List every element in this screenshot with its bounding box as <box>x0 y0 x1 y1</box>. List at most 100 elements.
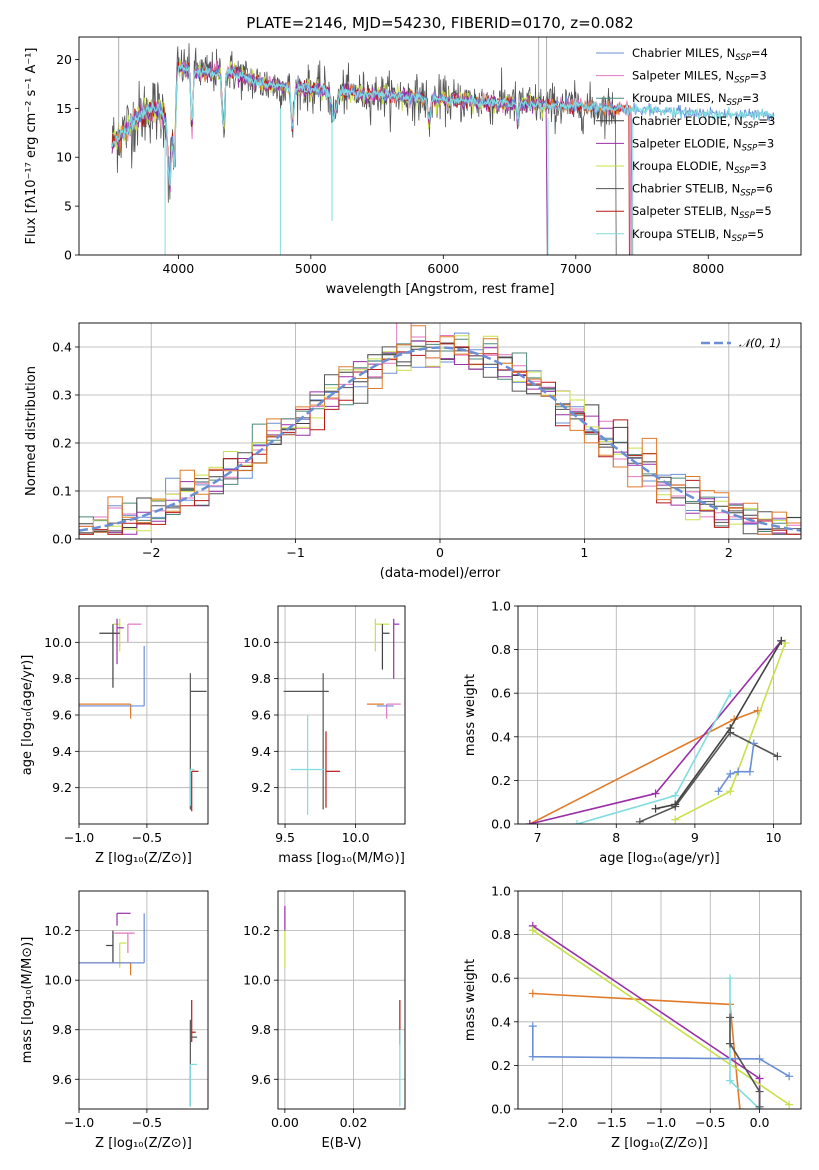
y-tick-label: 9.4 <box>251 744 271 759</box>
legend-label: Kroupa ELODIE, NSSP=3 <box>632 159 767 176</box>
weight-marker <box>726 974 735 983</box>
legend-label: 𝒩(0, 1) <box>739 336 781 350</box>
weight-series <box>717 743 755 792</box>
x-tick-label: 2 <box>725 545 733 560</box>
spectrum-line <box>111 61 630 255</box>
y-tick-label: 0.0 <box>491 817 511 832</box>
y-tick-label: 0.4 <box>491 1014 511 1029</box>
weight-marker <box>777 636 786 645</box>
y-tick-label: 0.1 <box>52 484 72 499</box>
y-tick-label: 0.2 <box>52 436 72 451</box>
axes-frame <box>78 890 209 1110</box>
y-tick-label: 1.0 <box>491 884 511 899</box>
y-axis-label: Flux [fλ10⁻¹⁷ erg cm⁻² s⁻¹ A⁻¹] <box>24 48 39 245</box>
figure-title: PLATE=2146, MJD=54230, FIBERID=0170, z=0… <box>246 14 633 32</box>
weight-marker <box>755 1102 764 1109</box>
chart-8: −2.0 −1.5 −1.0 −0.5 0.0 0.0 0.2 0.4 0.6 0.8 1.0 Z [… <box>463 884 802 1151</box>
y-tick-label: 9.6 <box>251 1072 271 1087</box>
weight-marker <box>745 767 754 776</box>
weight-marker <box>785 1072 794 1081</box>
legend-label: Salpeter ELODIE, NSSP=3 <box>632 136 774 153</box>
x-tick-label: 9.5 <box>275 830 295 845</box>
weight-marker <box>749 739 758 748</box>
y-tick-label: 1.0 <box>491 599 511 614</box>
x-tick-label: 10 <box>766 830 782 845</box>
x-tick-label: −0.5 <box>695 1115 725 1130</box>
legend-label: Chabrier ELODIE, NSSP=3 <box>632 114 775 131</box>
y-tick-label: 0.8 <box>491 642 511 657</box>
y-axis-label: mass [log₁₀(M/M⊙)] <box>20 937 35 1064</box>
x-tick-label: −1.0 <box>64 830 94 845</box>
y-tick-label: 0.8 <box>491 927 511 942</box>
chart-6: −1.0 −0.5 9.6 9.8 10.0 10.2 Z [log₁₀(Z/Z⊙)] mas… <box>20 890 209 1151</box>
weight-marker <box>572 820 581 824</box>
y-tick-label: 9.8 <box>52 1022 72 1037</box>
axes-frame <box>78 322 802 540</box>
y-tick-label: 9.8 <box>251 1022 271 1037</box>
y-tick-label: 10 <box>56 150 72 165</box>
legend-label: Salpeter MILES, NSSP=3 <box>632 69 767 86</box>
axes-frame <box>78 605 209 825</box>
y-tick-label: 0 <box>64 248 72 263</box>
weight-marker <box>734 767 743 776</box>
chart-1: 4000 5000 6000 7000 8000 0 5 10 15 20 wavelength [… <box>24 36 802 297</box>
y-tick-label: 0.2 <box>491 773 511 788</box>
y-tick-label: 0.6 <box>491 686 511 701</box>
x-tick-label: 7 <box>534 830 542 845</box>
weight-marker <box>525 820 534 824</box>
x-axis-label: (data-model)/error <box>380 566 501 581</box>
y-tick-label: 10.0 <box>243 973 271 988</box>
y-tick-label: 9.4 <box>52 744 72 759</box>
x-tick-label: −0.5 <box>132 1115 162 1130</box>
weight-marker <box>528 1022 537 1031</box>
x-tick-label: 1 <box>580 545 588 560</box>
y-tick-label: 9.8 <box>52 671 72 686</box>
plot-area <box>283 618 401 815</box>
legend-label: Chabrier STELIB, NSSP=6 <box>632 182 773 199</box>
weight-series <box>532 992 741 1109</box>
y-tick-label: 9.6 <box>52 1072 72 1087</box>
y-tick-label: 9.6 <box>52 708 72 723</box>
x-tick-label: 8 <box>612 830 620 845</box>
y-tick-label: 0.4 <box>491 729 511 744</box>
weight-marker <box>528 989 537 998</box>
gaussian-curve <box>79 346 801 532</box>
x-axis-label: Z [log₁₀(Z/Z⊙)] <box>611 1136 708 1151</box>
y-tick-label: 0.6 <box>491 971 511 986</box>
x-tick-label: −1.0 <box>64 1115 94 1130</box>
spectrum-line <box>111 63 775 187</box>
weight-marker <box>781 639 790 648</box>
weight-marker <box>755 1074 764 1083</box>
weight-marker <box>726 1013 735 1022</box>
y-tick-label: 0.0 <box>491 1102 511 1117</box>
weight-marker <box>735 1105 744 1109</box>
x-tick-label: 0.00 <box>271 1115 299 1130</box>
x-axis-label: wavelength [Angstrom, rest frame] <box>326 282 555 297</box>
plot-area <box>525 636 790 824</box>
weight-marker <box>726 769 735 778</box>
y-tick-label: 0.0 <box>52 532 72 547</box>
plot-area <box>79 323 801 535</box>
y-tick-label: 0.3 <box>52 388 72 403</box>
y-tick-label: 10.0 <box>243 635 271 650</box>
weight-marker <box>714 787 723 796</box>
y-axis-label: mass weight <box>463 674 478 756</box>
weight-marker <box>726 724 735 733</box>
axes-frame <box>517 605 802 825</box>
y-tick-label: 0.4 <box>52 340 72 355</box>
weight-series <box>532 929 790 1106</box>
axes-frame <box>78 36 802 256</box>
x-axis-label: age [log₁₀(age/yr)] <box>599 851 720 866</box>
y-tick-label: 9.2 <box>251 780 271 795</box>
y-axis-label: mass weight <box>463 959 478 1041</box>
y-tick-label: 0.2 <box>491 1058 511 1073</box>
weight-series <box>655 640 782 810</box>
weight-marker <box>755 1087 764 1096</box>
y-tick-label: 20 <box>56 52 72 67</box>
plot-area <box>111 37 775 255</box>
legend-label: Kroupa MILES, NSSP=3 <box>632 91 759 108</box>
weight-marker <box>528 926 537 935</box>
chart-7: 0.00 0.02 9.6 9.8 10.0 10.2 E(B-V) <box>243 890 406 1151</box>
x-tick-label: −1.0 <box>646 1115 676 1130</box>
x-tick-label: −0.5 <box>132 830 162 845</box>
